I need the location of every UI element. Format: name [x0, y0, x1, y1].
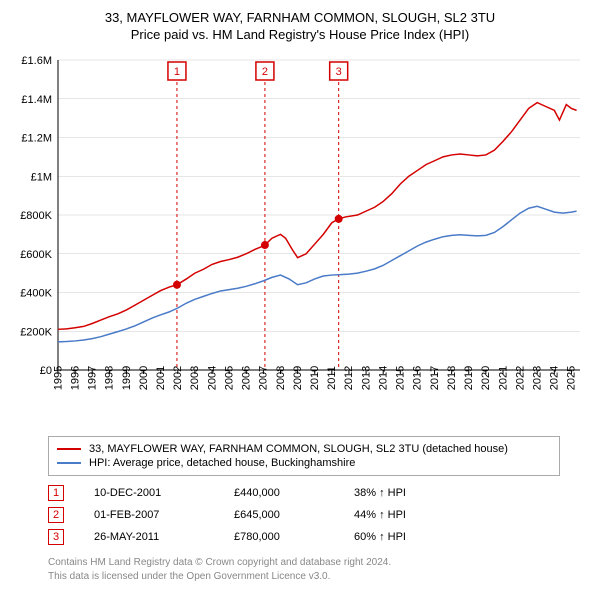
x-tick-label: 2006 [241, 366, 253, 390]
x-tick-label: 2005 [223, 366, 235, 390]
sales-pct: 44% ↑ HPI [354, 509, 406, 521]
legend-row: 33, MAYFLOWER WAY, FARNHAM COMMON, SLOUG… [57, 443, 551, 455]
x-tick-label: 2014 [377, 366, 389, 390]
x-tick-label: 1997 [87, 366, 99, 390]
y-tick-label: £1.4M [21, 94, 52, 106]
sales-row: 1 10-DEC-2001 £440,000 38% ↑ HPI [48, 482, 560, 504]
y-tick-label: £400K [20, 288, 52, 300]
sales-row: 2 01-FEB-2007 £645,000 44% ↑ HPI [48, 504, 560, 526]
legend-swatch [57, 462, 81, 464]
x-tick-label: 2004 [206, 366, 218, 390]
x-tick-label: 2010 [309, 366, 321, 390]
x-tick-label: 1995 [52, 366, 64, 390]
sales-pct: 38% ↑ HPI [354, 487, 406, 499]
y-tick-label: £200K [20, 326, 52, 338]
x-tick-label: 1996 [69, 366, 81, 390]
series-hpi [58, 206, 577, 342]
x-tick-label: 2018 [446, 366, 458, 390]
sale-dot [335, 215, 343, 223]
x-tick-label: 2019 [463, 366, 475, 390]
chart-area: £0 £200K £400K £600K £800K £1M £1.2M £1.4M £1.6M… [10, 50, 590, 430]
title-subtitle: Price paid vs. HM Land Registry's House … [10, 27, 590, 42]
sales-price: £780,000 [234, 531, 324, 543]
y-tick-label: £1M [31, 171, 52, 183]
y-tick-label: £0 [40, 365, 52, 377]
footer-line2: This data is licensed under the Open Gov… [48, 570, 560, 584]
y-tick-label: £1.2M [21, 133, 52, 145]
line-chart-svg: £0 £200K £400K £600K £800K £1M £1.2M £1.4M £1.6M… [10, 50, 590, 430]
x-tick-label: 2015 [395, 366, 407, 390]
x-tick-label: 2024 [549, 366, 561, 390]
footer-line1: Contains HM Land Registry data © Crown c… [48, 556, 560, 570]
chart-container: 33, MAYFLOWER WAY, FARNHAM COMMON, SLOUG… [0, 0, 600, 596]
x-tick-label: 2011 [326, 366, 338, 390]
footer: Contains HM Land Registry data © Crown c… [48, 556, 560, 584]
x-tick-label: 2020 [480, 366, 492, 390]
sale-marker-number: 2 [262, 66, 268, 78]
x-tick-label: 2021 [497, 366, 509, 390]
y-tick-label: £600K [20, 249, 52, 261]
x-tick-label: 1999 [121, 366, 133, 390]
x-tick-label: 1998 [104, 366, 116, 390]
title-block: 33, MAYFLOWER WAY, FARNHAM COMMON, SLOUG… [10, 10, 590, 42]
sale-dot [173, 281, 181, 289]
x-tick-label: 2013 [360, 366, 372, 390]
title-address: 33, MAYFLOWER WAY, FARNHAM COMMON, SLOUG… [10, 10, 590, 25]
sale-dot [261, 241, 269, 249]
x-tick-label: 2000 [138, 366, 150, 390]
sales-table: 1 10-DEC-2001 £440,000 38% ↑ HPI 2 01-FEB-200… [48, 482, 560, 548]
sales-marker-box: 1 [48, 485, 64, 501]
y-tick-label: £800K [20, 210, 52, 222]
sales-row: 3 26-MAY-2011 £780,000 60% ↑ HPI [48, 526, 560, 548]
legend-swatch [57, 448, 81, 450]
series-property [58, 103, 577, 330]
x-tick-label: 2022 [514, 366, 526, 390]
legend-label: HPI: Average price, detached house, Buck… [89, 457, 355, 469]
x-tick-label: 2023 [532, 366, 544, 390]
sales-marker-box: 2 [48, 507, 64, 523]
sales-price: £440,000 [234, 487, 324, 499]
sales-date: 10-DEC-2001 [94, 487, 204, 499]
legend: 33, MAYFLOWER WAY, FARNHAM COMMON, SLOUG… [48, 436, 560, 476]
sales-date: 01-FEB-2007 [94, 509, 204, 521]
legend-label: 33, MAYFLOWER WAY, FARNHAM COMMON, SLOUG… [89, 443, 508, 455]
x-tick-label: 2001 [155, 366, 167, 390]
sale-marker-number: 3 [336, 66, 342, 78]
sales-date: 26-MAY-2011 [94, 531, 204, 543]
x-tick-label: 2002 [172, 366, 184, 390]
sale-marker-number: 1 [174, 66, 180, 78]
legend-row: HPI: Average price, detached house, Buck… [57, 457, 551, 469]
sales-marker-box: 3 [48, 529, 64, 545]
sales-pct: 60% ↑ HPI [354, 531, 406, 543]
x-tick-label: 2012 [343, 366, 355, 390]
x-tick-label: 2007 [258, 366, 270, 390]
y-tick-label: £1.6M [21, 55, 52, 67]
x-tick-label: 2017 [429, 366, 441, 390]
x-tick-label: 2025 [566, 366, 578, 390]
x-tick-label: 2016 [412, 366, 424, 390]
sales-price: £645,000 [234, 509, 324, 521]
x-tick-label: 2009 [292, 366, 304, 390]
x-tick-label: 2008 [275, 366, 287, 390]
x-tick-label: 2003 [189, 366, 201, 390]
